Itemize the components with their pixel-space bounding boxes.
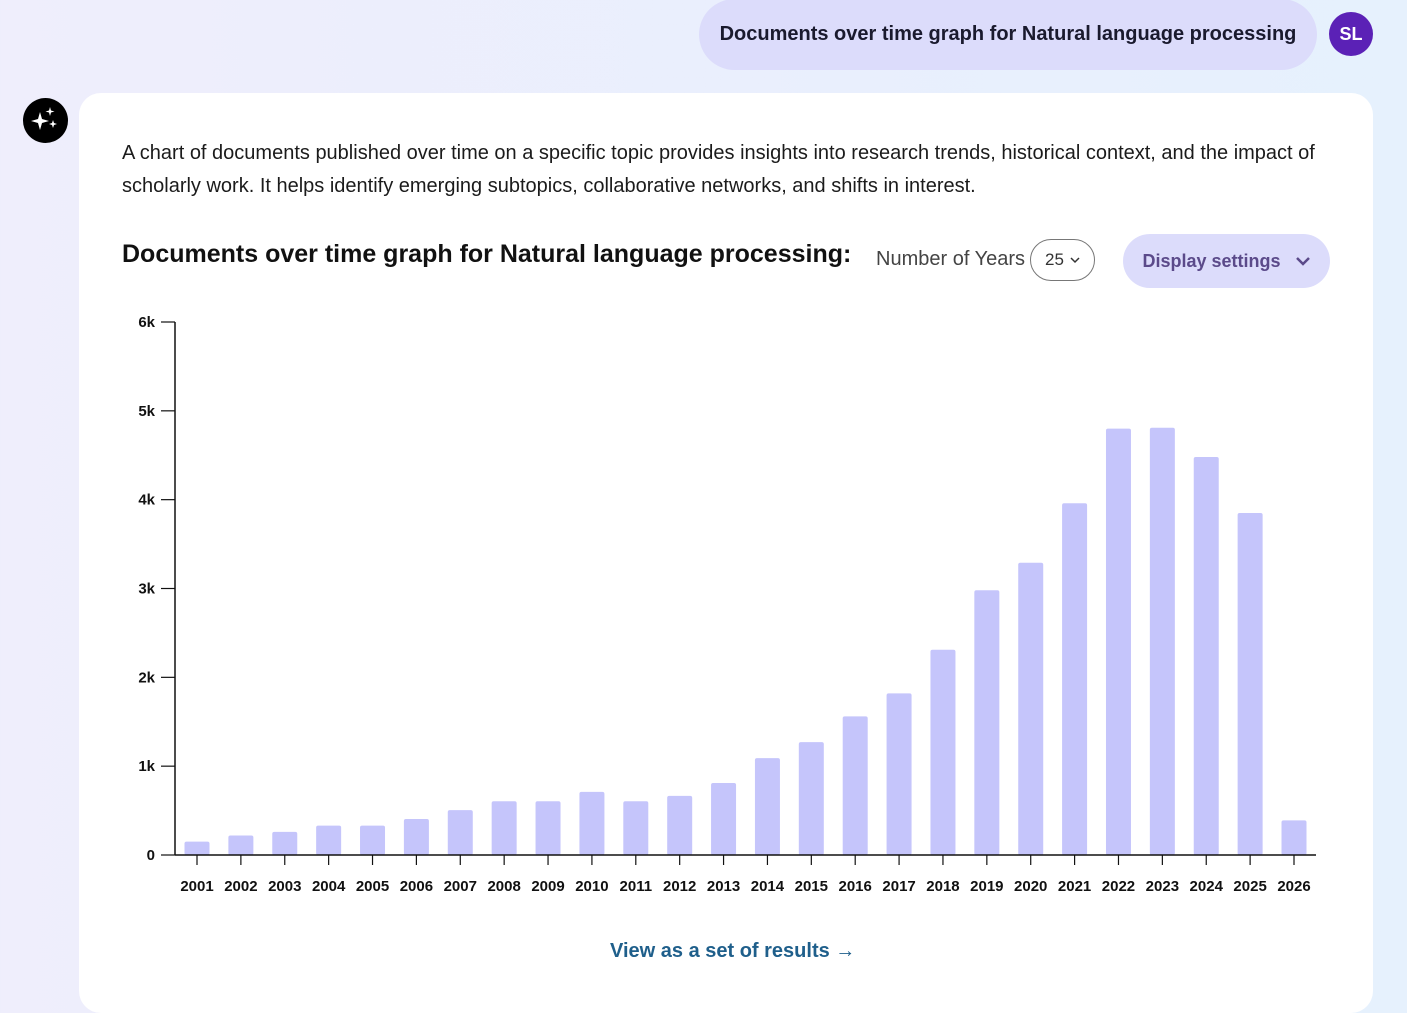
x-tick-label: 2025 (1233, 878, 1266, 895)
x-tick-label: 2016 (839, 878, 872, 895)
y-tick-label: 4k (138, 492, 155, 509)
x-tick-label: 2021 (1058, 878, 1091, 895)
display-settings-label: Display settings (1142, 250, 1281, 271)
bar-2019 (974, 590, 1000, 855)
bar-2007 (447, 810, 473, 855)
bar-2016 (842, 716, 868, 855)
bar-2011 (623, 801, 649, 855)
bar-2026 (1281, 820, 1307, 855)
sparkles-icon (23, 98, 68, 143)
x-tick-label: 2026 (1277, 878, 1310, 895)
x-tick-label: 2007 (444, 878, 477, 895)
bar-2023 (1149, 427, 1175, 855)
x-tick-label: 2012 (663, 878, 696, 895)
bar-2006 (403, 819, 429, 855)
chevron-down-icon (1070, 257, 1080, 264)
bar-2013 (711, 783, 737, 855)
x-tick-label: 2020 (1014, 878, 1047, 895)
bar-2012 (667, 795, 693, 855)
years-select[interactable]: 25 (1030, 239, 1095, 281)
x-tick-label: 2001 (180, 878, 213, 895)
x-tick-label: 2015 (795, 878, 828, 895)
bar-2002 (228, 835, 254, 855)
bar-chart: 2001 2002 2003 2004 2005 2006 2007 2008 2009 2010… (138, 314, 1316, 895)
years-value: 25 (1045, 250, 1064, 269)
bar-2018 (930, 649, 956, 855)
y-tick-label: 6k (138, 314, 155, 331)
x-tick-label: 2005 (356, 878, 389, 895)
bar-2015 (798, 742, 824, 855)
x-tick-label: 2017 (882, 878, 915, 895)
x-tick-label: 2004 (312, 878, 346, 895)
x-tick-label: 2008 (487, 878, 520, 895)
x-tick-label: 2023 (1146, 878, 1179, 895)
chart-title: Documents over time graph for Natural la… (122, 240, 852, 268)
display-settings-button[interactable]: Display settings (1123, 234, 1330, 288)
bar-2024 (1193, 457, 1219, 855)
bar-2014 (754, 758, 780, 855)
x-tick-label: 2010 (575, 878, 608, 895)
bar-2005 (360, 825, 386, 855)
x-tick-label: 2009 (531, 878, 564, 895)
view-results-link[interactable]: View as a set of results → (610, 940, 856, 962)
x-tick-label: 2018 (926, 878, 959, 895)
bar-2008 (491, 801, 517, 855)
x-tick-label: 2019 (970, 878, 1003, 895)
x-tick-label: 2002 (224, 878, 257, 895)
y-tick-label: 5k (138, 403, 155, 420)
bar-2004 (316, 825, 342, 855)
x-tick-label: 2014 (751, 878, 785, 895)
x-tick-label: 2003 (268, 878, 301, 895)
bar-2022 (1105, 428, 1131, 855)
y-tick-label: 0 (147, 847, 155, 864)
bar-2003 (272, 831, 298, 855)
x-tick-label: 2006 (400, 878, 433, 895)
x-tick-label: 2013 (707, 878, 740, 895)
description: A chart of documents published over time… (122, 142, 1315, 197)
bar-2001 (184, 841, 210, 855)
bar-2020 (1018, 562, 1044, 855)
bar-2009 (535, 801, 561, 855)
years-label: Number of Years (876, 248, 1025, 270)
y-tick-label: 1k (138, 758, 155, 775)
y-tick-label: 2k (138, 669, 155, 686)
chevron-down-icon (1295, 257, 1310, 266)
bar-2025 (1237, 512, 1263, 855)
query-bubble: Documents over time graph for Natural la… (699, 0, 1317, 70)
x-tick-label: 2022 (1102, 878, 1135, 895)
bar-2021 (1062, 503, 1088, 855)
bar-2017 (886, 693, 912, 855)
avatar[interactable]: SL (1329, 12, 1373, 56)
bar-2010 (579, 791, 605, 855)
y-tick-label: 3k (138, 581, 155, 598)
x-tick-label: 2011 (620, 878, 653, 895)
x-tick-label: 2024 (1190, 878, 1224, 895)
